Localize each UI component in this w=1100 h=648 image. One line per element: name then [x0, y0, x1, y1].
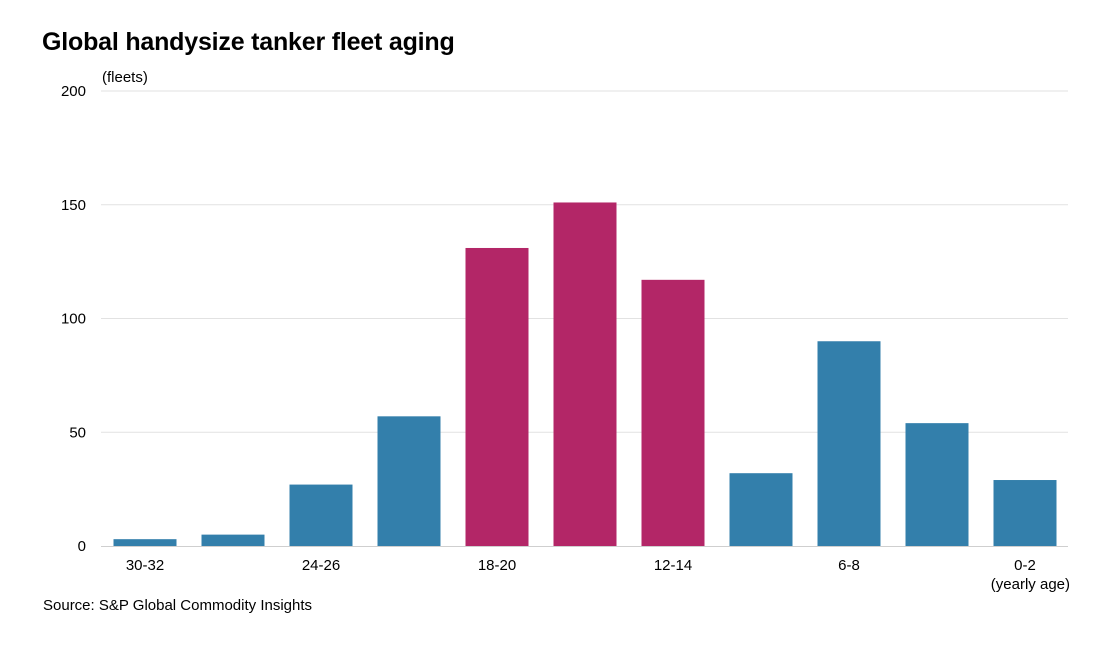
- x-tick-label: 24-26: [302, 557, 340, 574]
- y-axis-label: (fleets): [102, 69, 148, 86]
- x-tick-label: 0-2: [1014, 557, 1036, 574]
- x-tick-label: 18-20: [478, 557, 516, 574]
- x-tick-label: 30-32: [126, 557, 164, 574]
- y-tick-label: 150: [61, 197, 86, 214]
- y-axis-ticks: 0 50 100 150 200: [61, 83, 86, 555]
- chart-title: Global handysize tanker fleet aging: [42, 28, 455, 56]
- source-note: Source: S&P Global Commodity Insights: [43, 597, 313, 614]
- bar-24-26: [289, 484, 353, 546]
- bar-12-14: [641, 279, 705, 546]
- y-tick-label: 50: [69, 424, 86, 441]
- bar-10-12: [729, 473, 793, 546]
- x-tick-label: 12-14: [654, 557, 692, 574]
- y-tick-label: 100: [61, 311, 86, 328]
- x-axis-ticks: 30-32 24-26 18-20 12-14 6-8 0-2: [126, 557, 1036, 574]
- y-tick-label: 200: [61, 83, 86, 100]
- bar-6-8: [817, 341, 881, 546]
- bar-22-24: [377, 416, 441, 546]
- bar-0-2: [993, 480, 1057, 546]
- bar-18-20: [465, 247, 529, 546]
- x-tick-label: 6-8: [838, 557, 860, 574]
- bar-4-6: [905, 423, 969, 546]
- y-tick-label: 0: [78, 538, 86, 555]
- bars: [113, 202, 1057, 546]
- x-axis-label: (yearly age): [991, 576, 1070, 593]
- bar-16-18: [553, 202, 617, 546]
- bar-30-32: [113, 539, 177, 546]
- bar-28-30: [201, 534, 265, 546]
